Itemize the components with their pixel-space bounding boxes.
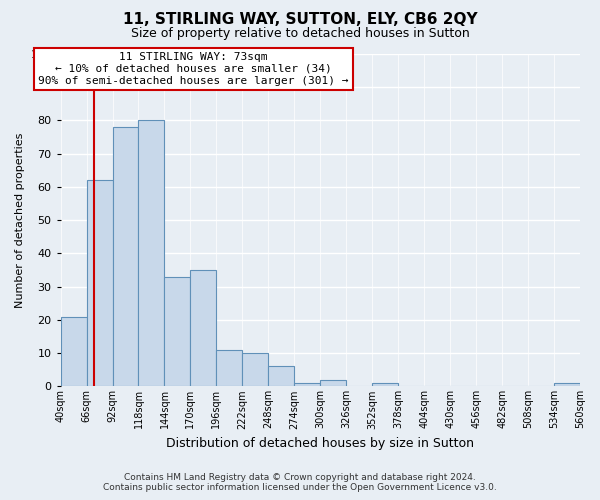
- Bar: [139, 120, 164, 386]
- X-axis label: Distribution of detached houses by size in Sutton: Distribution of detached houses by size …: [166, 437, 474, 450]
- Bar: [554, 383, 580, 386]
- Bar: [217, 350, 242, 387]
- Text: Size of property relative to detached houses in Sutton: Size of property relative to detached ho…: [131, 28, 469, 40]
- Bar: [295, 383, 320, 386]
- Bar: [61, 316, 86, 386]
- Bar: [320, 380, 346, 386]
- Y-axis label: Number of detached properties: Number of detached properties: [15, 132, 25, 308]
- Text: Contains HM Land Registry data © Crown copyright and database right 2024.
Contai: Contains HM Land Registry data © Crown c…: [103, 473, 497, 492]
- Bar: [164, 276, 190, 386]
- Bar: [113, 127, 139, 386]
- Bar: [372, 383, 398, 386]
- Bar: [242, 353, 268, 386]
- Bar: [190, 270, 217, 386]
- Bar: [268, 366, 295, 386]
- Text: 11, STIRLING WAY, SUTTON, ELY, CB6 2QY: 11, STIRLING WAY, SUTTON, ELY, CB6 2QY: [122, 12, 478, 28]
- Text: 11 STIRLING WAY: 73sqm
← 10% of detached houses are smaller (34)
90% of semi-det: 11 STIRLING WAY: 73sqm ← 10% of detached…: [38, 52, 349, 86]
- Bar: [86, 180, 113, 386]
